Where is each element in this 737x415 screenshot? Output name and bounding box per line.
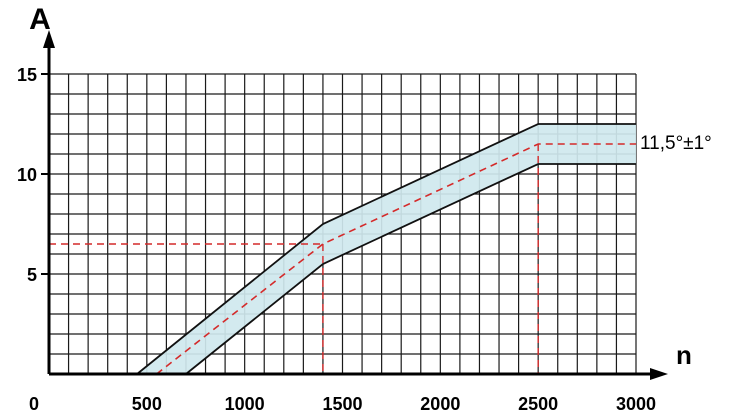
lower-limit-line [185,163,636,375]
y-axis-title: A [29,3,51,36]
x-tick-label: 2500 [518,394,558,414]
reference-lines [49,144,539,374]
x-tick-label: 1000 [225,394,265,414]
x-tick-label: 1500 [322,394,362,414]
y-tick-label: 10 [17,165,37,185]
y-tick-label: 15 [17,65,37,85]
x-axis-arrow [650,368,668,380]
x-axis-title: n [676,340,692,370]
tolerance-annotation: 11,5°±1° [640,133,712,154]
x-tick-label: 2000 [420,394,460,414]
y-axis-arrow [43,30,55,48]
tolerance-band-area [137,124,637,374]
tolerance-band [137,124,637,374]
tick-labels: 5 10 15 0 500 1000 1500 2000 2500 3000 [17,65,656,414]
x-tick-label: 0 [29,394,39,414]
series-lines [136,123,636,375]
upper-limit-line [136,123,636,375]
x-tick-label: 500 [132,394,162,414]
axes [41,30,668,380]
nominal-line [156,143,636,375]
y-tick-label: 5 [27,265,37,285]
x-tick-label: 3000 [616,394,656,414]
